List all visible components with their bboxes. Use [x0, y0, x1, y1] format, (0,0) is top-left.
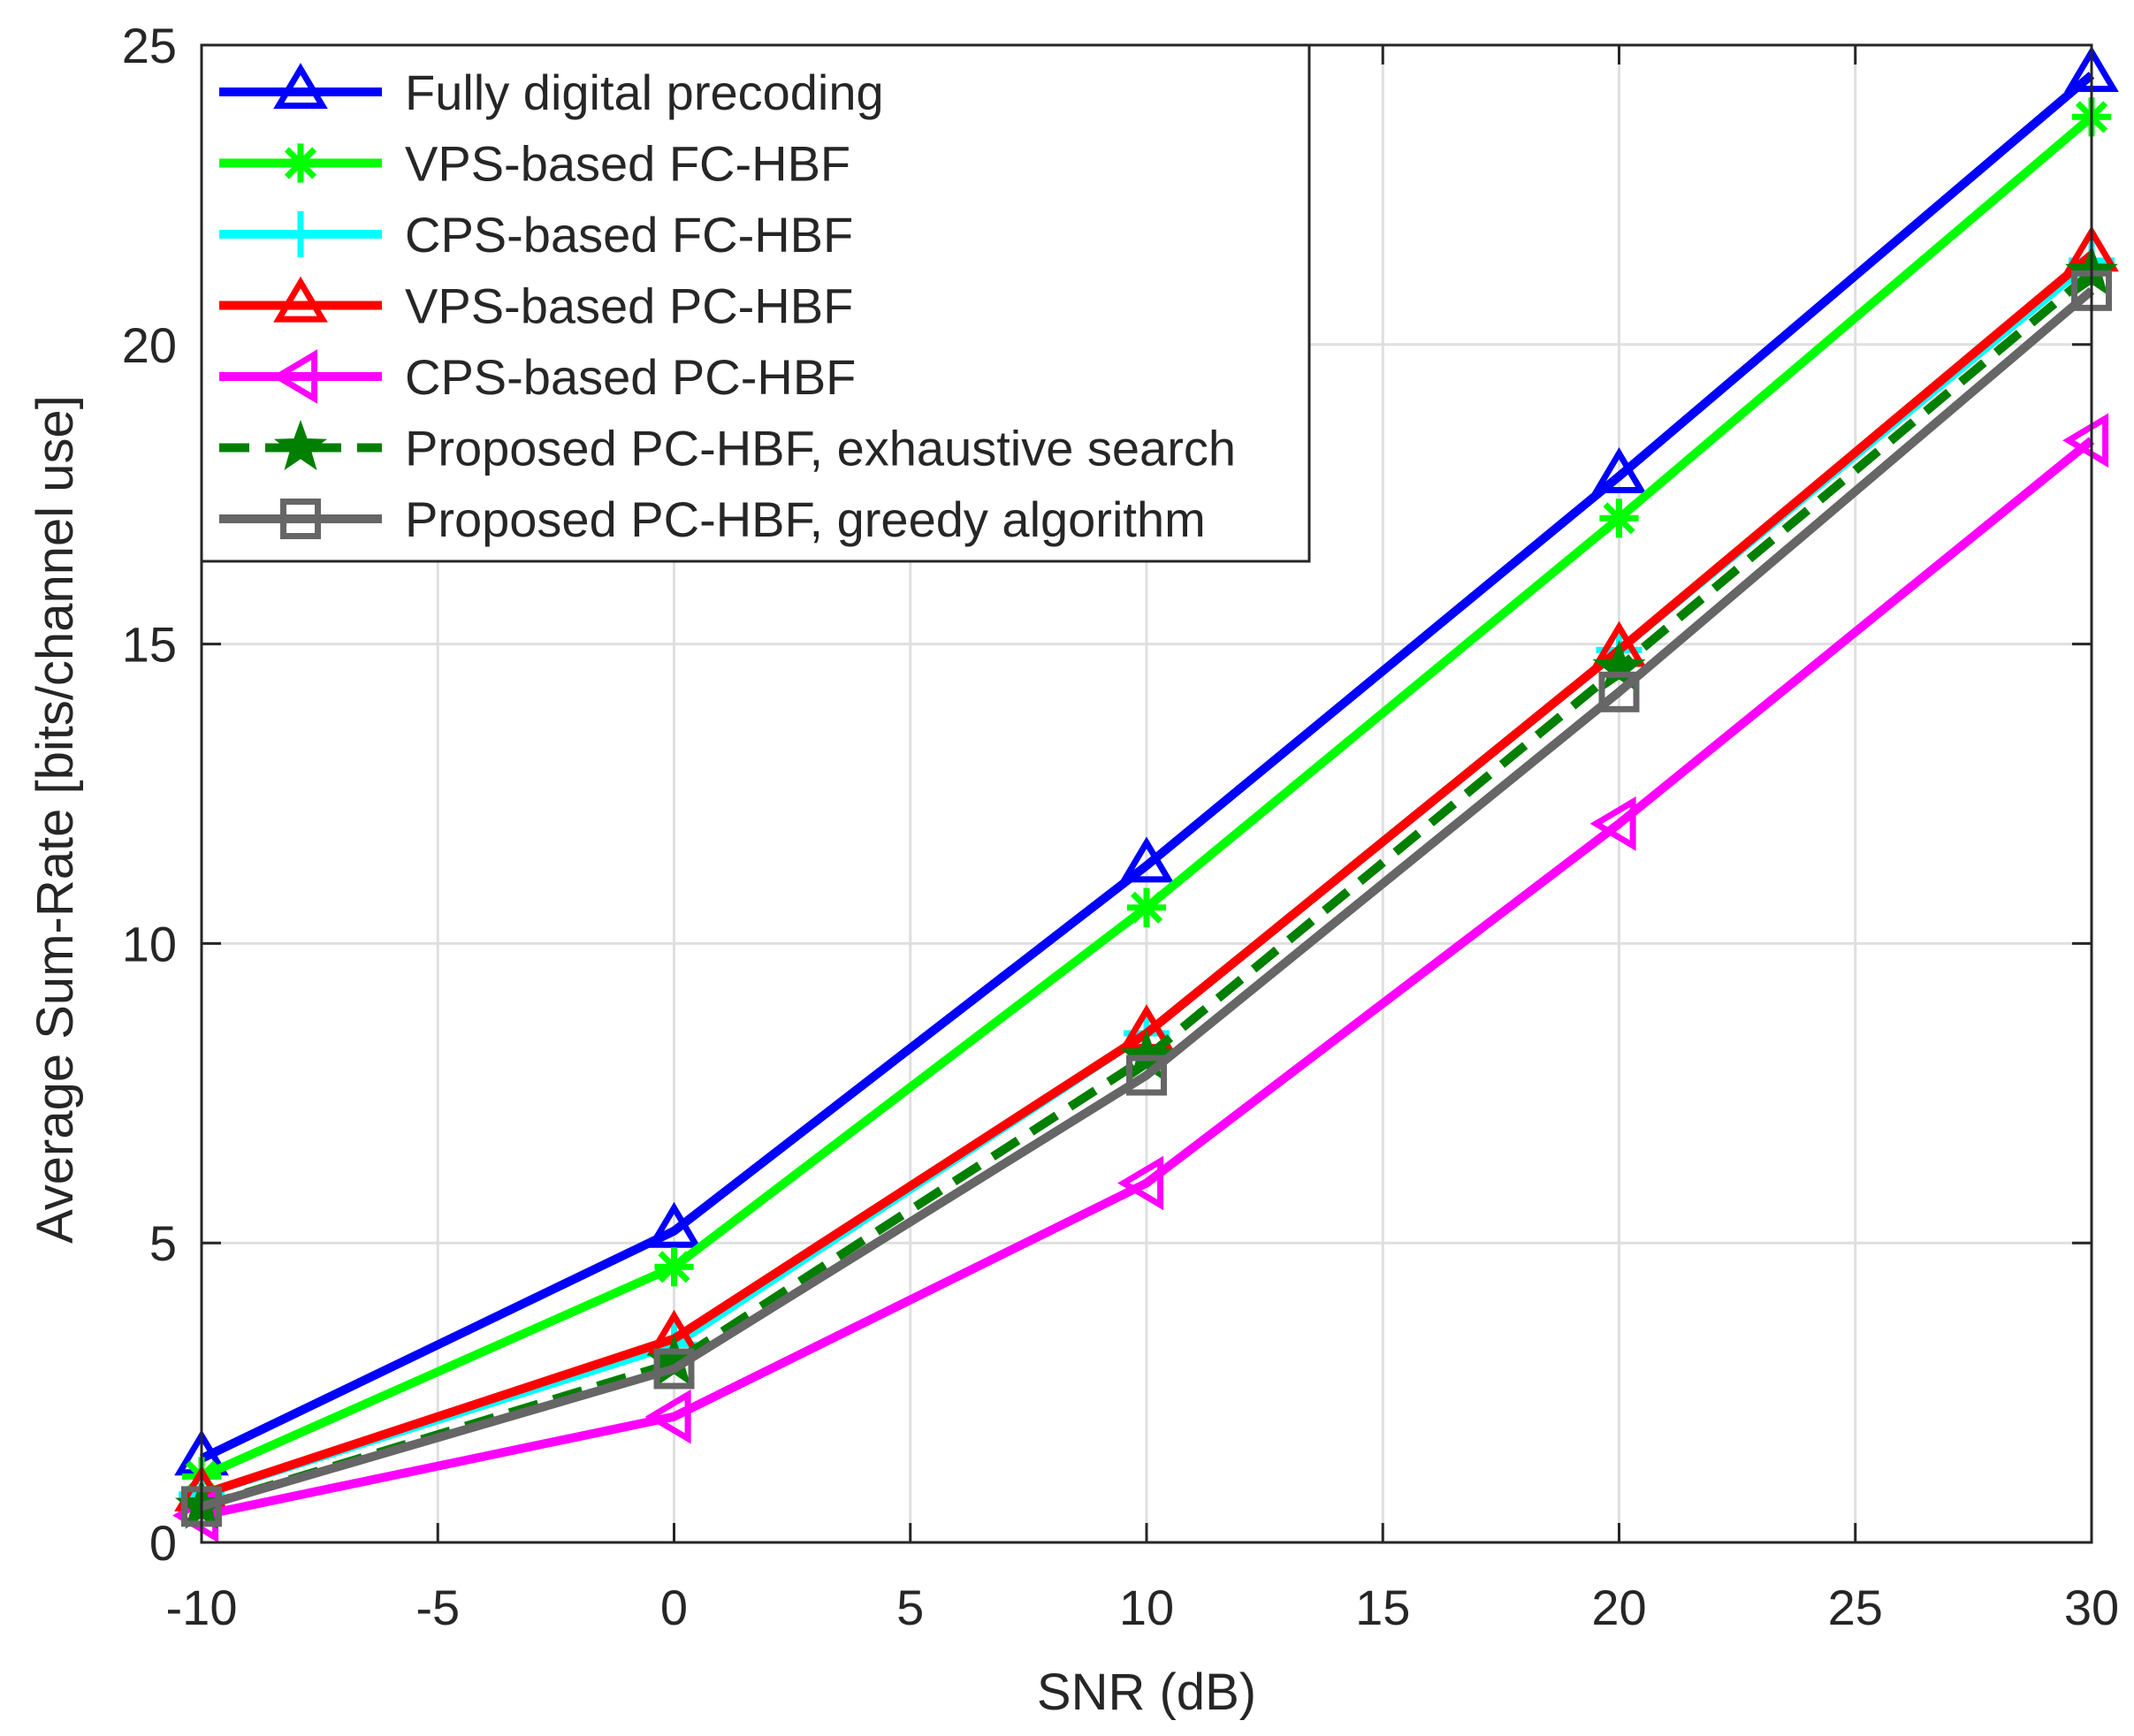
y-axis-label: Average Sum-Rate [bits/channel use] [27, 395, 84, 1244]
x-tick-label: 10 [1119, 1580, 1174, 1635]
legend: Fully digital precoding VPS-based FC-HBF C… [200, 43, 1311, 563]
triangle-left-marker [271, 349, 318, 404]
x-tick-label: 30 [2064, 1580, 2119, 1635]
y-tick-label: 25 [122, 18, 177, 73]
legend-item-proposed-pc-hbf-exhaustive-search: Proposed PC-HBF, exhaustive search [219, 419, 1236, 476]
asterisk-marker [280, 143, 321, 183]
y-tick-label: 15 [122, 617, 177, 673]
asterisk-marker [654, 1247, 694, 1287]
legend-item-cps-based-pc-hbf: CPS-based PC-HBF [219, 349, 856, 405]
legend-label: Proposed PC-HBF, greedy algorithm [405, 491, 1206, 547]
x-tick-label: 0 [660, 1580, 688, 1635]
triangle-marker [273, 63, 328, 110]
series-line [200, 287, 2095, 1511]
triangle-left-marker [1117, 1155, 1164, 1211]
triangle-left-marker [1589, 796, 1636, 851]
legend-item-proposed-pc-hbf-greedy-algorithm: Proposed PC-HBF, greedy algorithm [219, 491, 1206, 547]
series-line [199, 72, 2095, 1463]
square-marker [280, 499, 321, 539]
x-tick-label: -5 [415, 1580, 460, 1635]
x-tick-label: 25 [1828, 1580, 1883, 1635]
legend-item-cps-based-fc-hbf: CPS-based FC-HBF [219, 207, 853, 263]
legend-label: VPS-based PC-HBF [405, 278, 853, 334]
star-marker [1119, 1029, 1174, 1080]
asterisk-marker [1126, 887, 1167, 927]
asterisk-marker [1599, 499, 1639, 538]
square-marker [653, 1348, 695, 1390]
triangle-marker [273, 276, 328, 323]
triangle-marker [1119, 836, 1174, 883]
x-tick-label: 15 [1355, 1580, 1410, 1635]
series-lines [172, 46, 2119, 1543]
legend-box [200, 43, 1311, 563]
y-tick-label: 0 [149, 1515, 177, 1571]
legend-item-vps-based-fc-hbf: VPS-based FC-HBF [219, 136, 850, 192]
triangle-marker [646, 1201, 702, 1248]
legend-item-fully-digital-precoding: Fully digital precoding [219, 63, 884, 120]
y-tick-label: 5 [149, 1215, 177, 1271]
triangle-left-marker [644, 1389, 691, 1444]
star-marker [273, 419, 328, 471]
legend-label: CPS-based PC-HBF [405, 349, 856, 405]
x-axis-label: SNR (dB) [1037, 1664, 1256, 1721]
star-marker [1592, 640, 1646, 691]
square-marker [1126, 1055, 1167, 1096]
x-tick-label: -10 [166, 1580, 238, 1635]
triangle-marker [1591, 447, 1647, 493]
legend-label: VPS-based FC-HBF [405, 136, 850, 192]
plus-marker [278, 211, 324, 257]
series-line [200, 437, 2095, 1520]
x-tick-label: 5 [896, 1580, 924, 1635]
square-marker [1598, 671, 1640, 712]
tick-labels: -10 -5 0 5 10 15 20 25 30 0 5 10 15 20 25 [122, 18, 2119, 1635]
legend-label: CPS-based FC-HBF [405, 207, 853, 263]
x-tick-label: 20 [1591, 1580, 1646, 1635]
legend-label: Fully digital precoding [405, 65, 884, 120]
legend-item-vps-based-pc-hbf: VPS-based PC-HBF [219, 276, 853, 334]
y-tick-label: 10 [122, 916, 177, 971]
triangle-left-marker [2062, 413, 2109, 468]
y-tick-label: 20 [122, 317, 177, 373]
legend-label: Proposed PC-HBF, exhaustive search [405, 421, 1236, 476]
series-proposed-pc-hbf-greedy-algorithm [181, 270, 2112, 1527]
